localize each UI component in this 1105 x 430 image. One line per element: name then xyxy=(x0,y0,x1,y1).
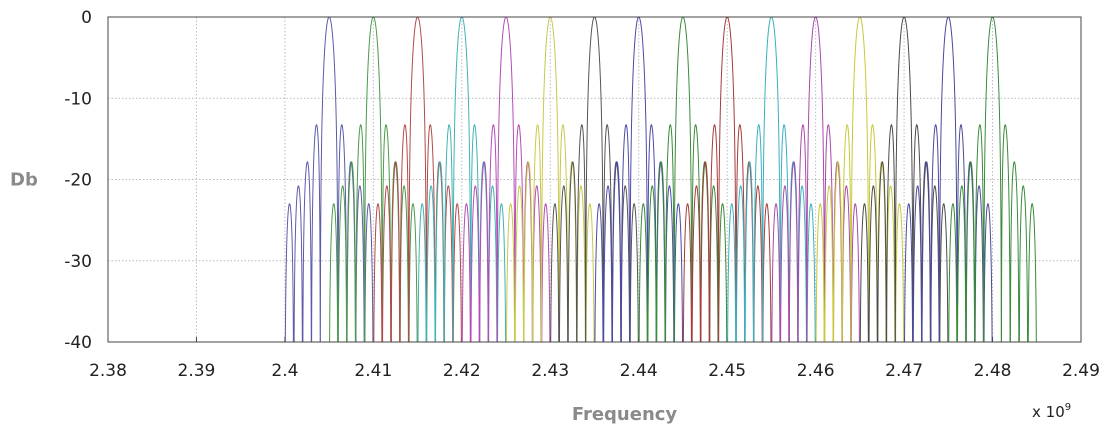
x-tick-label: 2.45 xyxy=(708,361,746,381)
series-line-15 xyxy=(904,17,992,358)
series-line-4 xyxy=(418,17,506,358)
y-tick-label: -20 xyxy=(64,171,92,191)
series-line-6 xyxy=(506,17,594,358)
x-exponent-power: 9 xyxy=(1065,402,1071,413)
series-line-5 xyxy=(462,17,550,358)
y-axis-label: Db xyxy=(10,170,38,191)
x-tick-label: 2.49 xyxy=(1062,361,1100,381)
series-line-14 xyxy=(860,17,948,358)
y-tick-label: -30 xyxy=(64,252,92,272)
series-line-11 xyxy=(727,17,815,358)
series-line-7 xyxy=(550,17,638,358)
y-tick-label: 0 xyxy=(81,8,92,28)
series-line-9 xyxy=(639,17,727,358)
x-exponent-label: x 109 xyxy=(1032,402,1071,421)
x-tick-label: 2.44 xyxy=(620,361,658,381)
series-line-2 xyxy=(329,17,417,358)
y-tick-label: -10 xyxy=(64,89,92,109)
x-tick-label: 2.39 xyxy=(178,361,216,381)
x-tick-label: 2.41 xyxy=(354,361,392,381)
series-layer xyxy=(285,17,1037,358)
series-line-16 xyxy=(948,17,1036,358)
series-line-10 xyxy=(683,17,771,358)
x-tick-label: 2.38 xyxy=(89,361,127,381)
x-axis-label: Frequency xyxy=(572,404,678,425)
series-line-1 xyxy=(285,17,373,358)
series-line-3 xyxy=(373,17,461,358)
x-tick-labels: 2.38 2.39 2.4 2.41 2.42 2.43 2.44 2.45 2.46 2.47 2… xyxy=(89,361,1100,381)
x-tick-label: 2.47 xyxy=(885,361,923,381)
series-line-13 xyxy=(816,17,904,358)
x-exponent-base: x 10 xyxy=(1032,403,1065,421)
x-tick-label: 2.43 xyxy=(531,361,569,381)
series-line-8 xyxy=(595,17,683,358)
y-tick-labels: 0 -10 -20 -30 -40 xyxy=(64,8,92,353)
x-tick-label: 2.4 xyxy=(271,361,298,381)
series-line-12 xyxy=(771,17,859,358)
x-tick-label: 2.46 xyxy=(797,361,835,381)
y-tick-label: -40 xyxy=(64,333,92,353)
x-tick-label: 2.48 xyxy=(974,361,1012,381)
x-tick-label: 2.42 xyxy=(443,361,481,381)
grid-lines xyxy=(108,17,1081,342)
